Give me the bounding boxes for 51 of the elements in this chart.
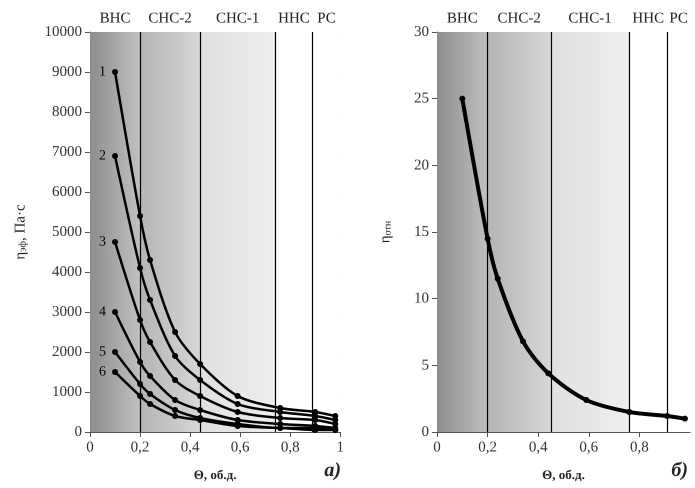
x-tick-label: 0,2 [130, 440, 150, 456]
x-axis-title: Θ, об.д. [542, 467, 585, 482]
series-label: 1 [99, 64, 106, 80]
x-tick-label: 0,2 [478, 440, 497, 456]
y-axis-title: ηэф, Па·с [12, 204, 28, 260]
y-axis-title: ηотн [378, 220, 394, 244]
text: а) [324, 459, 342, 481]
y-tick-label: 10000 [44, 24, 82, 40]
band-label: СНС-2 [498, 10, 541, 26]
y-tick-label: 5 [422, 357, 429, 374]
series-label: 3 [99, 234, 106, 250]
series-label: 6 [99, 364, 106, 380]
text: б) [671, 459, 688, 481]
y-tick-label: 7000 [52, 144, 82, 160]
band-label: ННС [632, 10, 664, 26]
y-tick-label: 20 [414, 157, 429, 174]
y-tick-label: 10 [414, 290, 429, 307]
x-tick-label: 0,6 [579, 440, 599, 456]
band-label: ВНС [100, 10, 130, 26]
band-label: СНС-2 [148, 10, 192, 26]
y-tick-label: 25 [414, 90, 429, 107]
x-tick-label: 0 [433, 440, 441, 456]
band-label: ВНС [446, 10, 478, 26]
y-tick-label: 2000 [52, 344, 82, 360]
x-axis-title: Θ, об.д. [194, 467, 236, 482]
y-tick-label: 6000 [52, 184, 82, 200]
series-label: 5 [99, 344, 106, 360]
band-label: СНС-1 [568, 10, 612, 26]
x-tick-label: 0 [86, 440, 94, 456]
y-tick-label: 15 [414, 224, 429, 240]
x-tick-label: 1 [336, 440, 344, 456]
y-tick-label: 9000 [52, 64, 82, 80]
x-tick-label: 0,6 [230, 440, 250, 456]
series-label: 2 [99, 148, 106, 164]
y-tick-label: 3000 [52, 304, 82, 320]
band-label: ННС [278, 10, 310, 26]
band-label: РС [317, 10, 336, 26]
series-label: 4 [99, 304, 106, 320]
x-tick-label: 0,8 [630, 440, 649, 456]
band-label: СНС-1 [216, 10, 260, 26]
x-tick-label: 0,4 [528, 440, 548, 456]
y-tick-label: 0 [422, 424, 429, 440]
x-tick-label: 0,4 [180, 440, 200, 456]
y-tick-label: 5000 [52, 224, 82, 240]
y-tick-label: 1000 [52, 384, 82, 400]
band-label: РС [669, 10, 688, 26]
y-tick-label: 0 [74, 424, 82, 440]
x-tick-label: 0,8 [280, 440, 300, 456]
y-tick-label: 30 [414, 24, 429, 40]
y-tick-label: 4000 [52, 264, 82, 280]
y-tick-label: 8000 [52, 104, 82, 120]
